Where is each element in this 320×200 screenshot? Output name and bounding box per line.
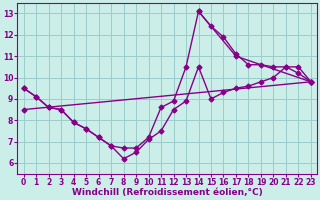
X-axis label: Windchill (Refroidissement éolien,°C): Windchill (Refroidissement éolien,°C) xyxy=(72,188,263,197)
